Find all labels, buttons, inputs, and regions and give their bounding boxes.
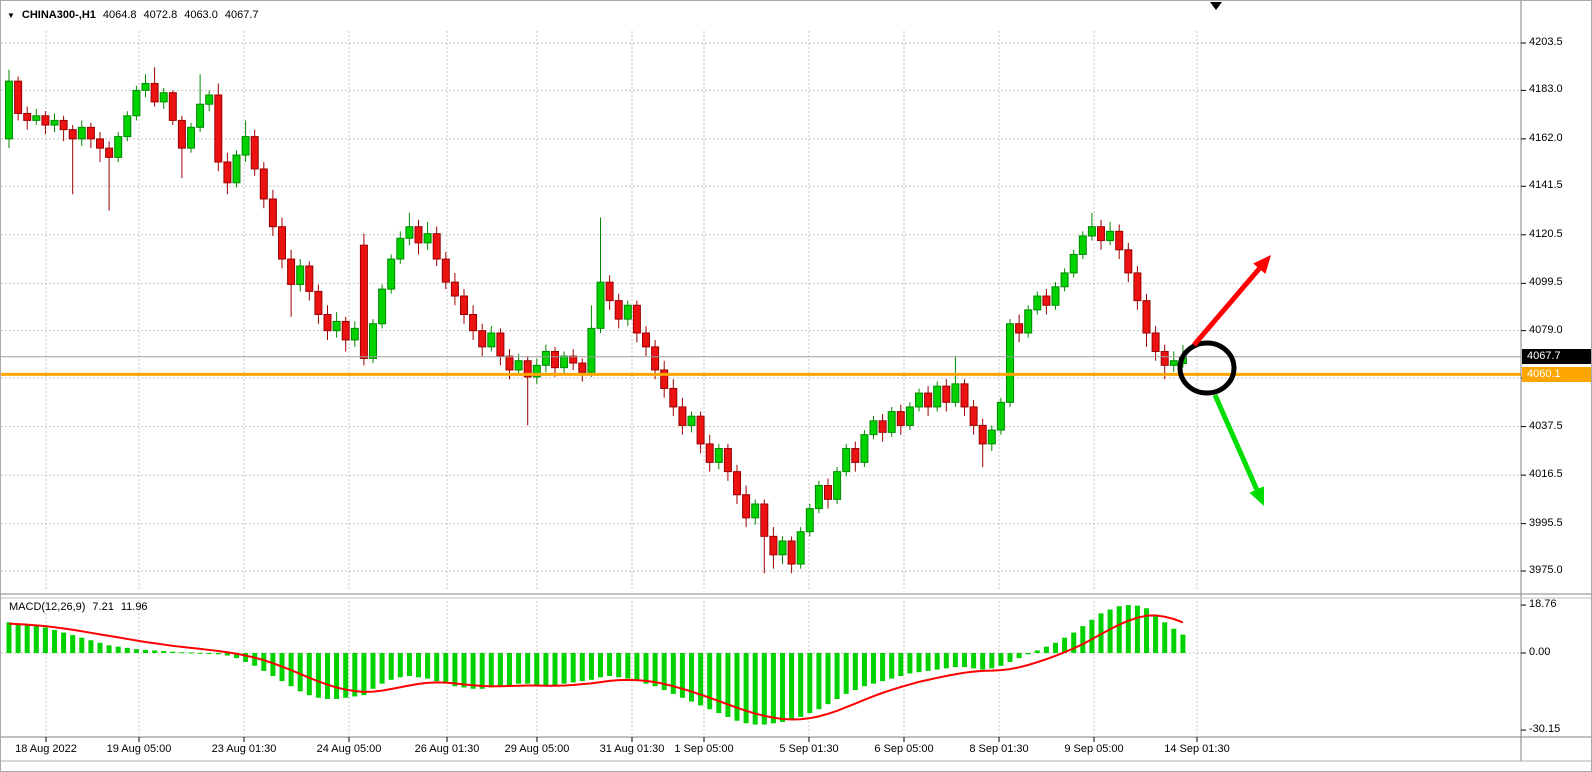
scroll-shift-marker [1210,2,1222,10]
macd-signal-value: 11.96 [120,601,148,613]
candlestick-series [5,67,1187,574]
bullish-scenario-arrow[interactable] [1192,255,1271,347]
macd-signal-line [8,614,1184,721]
annotations [1177,2,1271,506]
current-price-badge: 4067.7 [1522,349,1591,365]
symbol-timeframe-label: CHINA300-,H1 [21,9,96,21]
macd-name-label: MACD(12,26,9) [9,601,86,613]
ohlc-low-value: 4063.0 [184,9,218,21]
chart-header: ▼ CHINA300-,H1 4064.8 4072.8 4063.0 4067… [7,9,259,21]
ohlc-close-value: 4067.7 [224,9,259,21]
macd-histogram [6,605,1186,725]
ohlc-open-value: 4064.8 [102,9,137,21]
ohlc-high-value: 4072.8 [143,9,178,21]
bearish-scenario-arrow[interactable] [1212,393,1265,506]
macd-main-value: 7.21 [92,601,114,613]
symbol-marker-icon: ▼ [7,10,15,20]
gridlines [1,31,1521,734]
macd-indicator-label: MACD(12,26,9) 7.21 11.96 [9,601,148,613]
hline-price-badge: 4060.1 [1522,366,1591,382]
pane-divider[interactable] [1,591,1521,599]
highlight-circle[interactable] [1177,340,1237,396]
